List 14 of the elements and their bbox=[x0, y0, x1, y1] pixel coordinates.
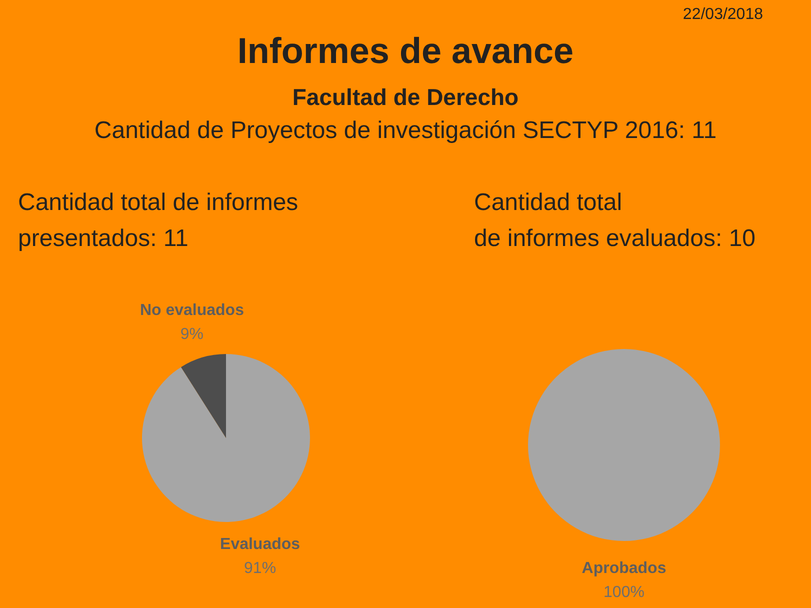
slice-label: Evaluados bbox=[220, 536, 300, 554]
slice-label: No evaluados bbox=[140, 302, 244, 319]
text: 22/03/2018 bbox=[682, 6, 763, 24]
data-label: 91% bbox=[244, 560, 276, 578]
pie-slice bbox=[180, 354, 226, 438]
chart-title: Cantidad total de informes evaluados: 10 bbox=[474, 188, 756, 254]
chart-title: Cantidad total de informes presentados: 11 bbox=[18, 188, 298, 254]
data-label: 100% bbox=[604, 584, 644, 601]
data-label: 9% bbox=[180, 326, 204, 343]
pie-slice bbox=[142, 354, 310, 522]
text: Informes de avance bbox=[236, 30, 575, 72]
slice-label: Aprobados bbox=[582, 560, 666, 577]
text: Cantidad de Proyectos de investigación SECTYP 2016: 11 bbox=[93, 117, 718, 145]
text: Facultad de Derecho bbox=[291, 84, 520, 111]
